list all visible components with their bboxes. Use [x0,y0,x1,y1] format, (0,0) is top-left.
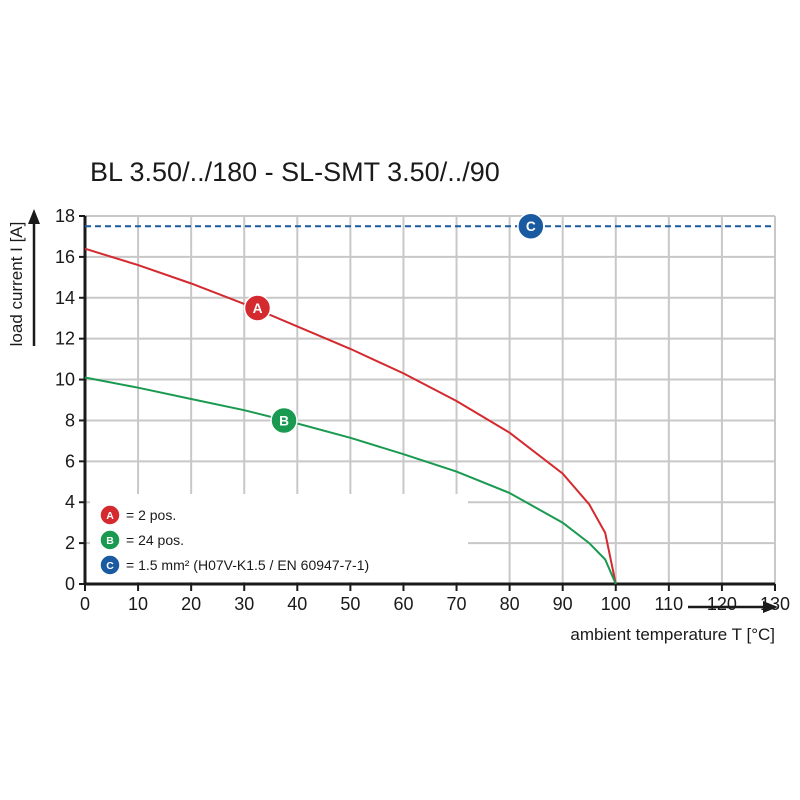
axes: 0 10 20 30 40 50 60 70 80 90 100 110 120 130024681012… [55,206,790,614]
legend-background [90,494,468,582]
x-tick-label: 110 [654,594,683,614]
legend-marker-a: A [99,504,121,526]
x-tick-label: 90 [553,594,573,614]
y-tick-label: 4 [65,492,75,512]
legend-marker-c-circle [99,554,121,576]
y-tick-label: 12 [55,329,75,349]
series-marker-a: A [243,294,272,322]
y-axis-arrow-head [28,209,40,224]
y-tick-label: 14 [55,288,75,308]
legend-label-b: = 24 pos. [126,532,184,548]
series-marker-b-letter: B [279,413,289,428]
y-tick-label: 2 [65,533,75,553]
series-marker-c: C [517,212,545,240]
legend-marker-c-letter: C [106,560,114,572]
chart-title: BL 3.50/../180 - SL-SMT 3.50/../90 [90,157,500,187]
legend-label-a: = 2 pos. [126,507,176,523]
y-tick-label: 0 [65,574,75,594]
y-tick-label: 6 [65,451,75,471]
legend-label-c: = 1.5 mm² (H07V-K1.5 / EN 60947-7-1) [126,557,369,573]
legend-marker-b-circle [99,529,121,551]
legend-marker-b: B [99,529,121,551]
series-line-b [84,376,617,585]
y-tick-label: 10 [55,370,75,390]
legend-marker-c: C [99,554,121,576]
series-marker-a-letter: A [253,301,263,316]
series-line-a [84,247,617,585]
series: A B C [84,212,775,585]
series-marker-b: B [270,406,298,435]
x-tick-label: 60 [393,594,413,614]
legend-marker-a-letter: A [106,510,114,522]
series-marker-c-letter: C [526,219,536,234]
x-tick-label: 100 [601,594,631,614]
series-marker-b-circle [270,406,298,435]
x-tick-label: 0 [80,594,90,614]
x-tick-label: 40 [287,594,307,614]
y-tick-label: 8 [65,410,75,430]
x-axis-arrow-head [763,601,778,613]
x-axis-label: ambient temperature T [°C] [570,625,775,644]
x-tick-label: 10 [128,594,148,614]
axis-labels: ambient temperature T [°C] load current I… [7,209,778,644]
x-tick-label: 80 [500,594,520,614]
legend-marker-b-letter: B [106,535,114,547]
x-tick-label: 30 [234,594,254,614]
series-marker-c-circle [517,212,545,240]
x-tick-label: 20 [181,594,201,614]
series-marker-a-circle [243,294,272,322]
x-tick-label: 120 [707,594,737,614]
y-axis-label: load current I [A] [7,222,26,347]
x-tick-label: 50 [340,594,360,614]
legend-marker-a-circle [99,504,121,526]
y-tick-label: 18 [55,206,75,226]
legend: A = 2 pos. B = 24 pos. C = 1.5 mm² (H07V-K1.5… [99,504,369,576]
x-tick-label: 70 [447,594,467,614]
grid [85,215,776,584]
y-tick-label: 16 [55,247,75,267]
